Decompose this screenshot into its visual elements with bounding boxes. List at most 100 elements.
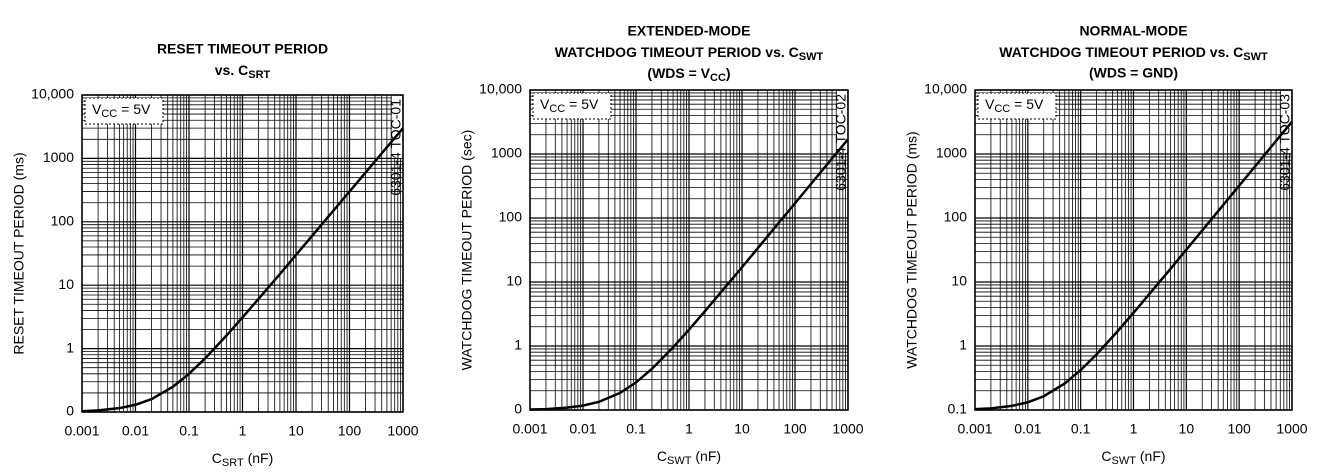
y-tick-label: 10 xyxy=(58,276,74,292)
subscript: CC xyxy=(549,103,565,115)
figure-id: 6301-4 TOC-02 xyxy=(833,94,849,191)
figure-id: 6301-4 TOC-01 xyxy=(388,99,404,196)
plot-frame xyxy=(529,89,849,411)
text-part: V xyxy=(540,96,550,112)
x-tick-label: 0.1 xyxy=(626,421,646,437)
figure-id-bg xyxy=(392,96,402,158)
annotation: VCC = 5V xyxy=(540,96,599,115)
text-part: vs. C xyxy=(215,62,248,78)
x-tick-label: 100 xyxy=(783,421,807,437)
y-tick-label: 100 xyxy=(499,209,523,225)
text-part: (nF) xyxy=(1136,448,1166,464)
chart-title: NORMAL-MODE xyxy=(1079,23,1187,39)
text-part: (nF) xyxy=(692,448,722,464)
x-tick-label: 0.1 xyxy=(179,423,199,439)
y-tick-label: 1000 xyxy=(491,145,522,161)
subscript: CC xyxy=(710,72,726,84)
text-part: = 5V xyxy=(1010,96,1044,112)
y-axis-label: WATCHDOG TIMEOUT PERIOD (sec) xyxy=(459,130,475,371)
chart-title: (WDS = VCC) xyxy=(647,65,730,84)
text-part: C xyxy=(1101,448,1111,464)
figure-id-bg xyxy=(837,91,847,153)
y-tick-label: 10,000 xyxy=(31,86,74,102)
annotation: VCC = 5V xyxy=(92,101,151,120)
y-tick-label: 10 xyxy=(951,273,967,289)
x-tick-label: 0.1 xyxy=(1071,421,1091,437)
x-axis-label: CSWT (nF) xyxy=(657,448,721,467)
subscript: SRT xyxy=(248,69,270,81)
x-tick-label: 10 xyxy=(288,423,304,439)
y-tick-label: 1000 xyxy=(43,149,74,165)
text-part: C xyxy=(212,450,222,466)
x-tick-label: 10 xyxy=(1179,421,1195,437)
x-tick-label: 1000 xyxy=(387,423,418,439)
chart-title: (WDS = GND) xyxy=(1089,65,1178,81)
annotation-box xyxy=(84,97,164,125)
text-part: WATCHDOG TIMEOUT PERIOD vs. C xyxy=(999,44,1243,60)
y-tick-label: 10 xyxy=(506,273,522,289)
annotation: VCC = 5V xyxy=(985,96,1044,115)
text-part: (WDS = V xyxy=(647,65,710,81)
x-tick-label: 0.001 xyxy=(957,421,992,437)
text-part: V xyxy=(92,101,102,117)
x-axis-label: CSWT (nF) xyxy=(1101,448,1165,467)
annotation-box xyxy=(977,92,1057,120)
y-tick-label: 0 xyxy=(514,401,522,417)
y-tick-label: 10,000 xyxy=(479,81,522,97)
x-tick-label: 0.001 xyxy=(512,421,547,437)
x-tick-label: 0.01 xyxy=(569,421,596,437)
plot-frame xyxy=(81,94,404,413)
x-tick-label: 100 xyxy=(338,423,362,439)
text-part: C xyxy=(657,448,667,464)
subscript: SWT xyxy=(667,455,692,467)
y-tick-label: 100 xyxy=(944,209,968,225)
curve xyxy=(974,120,1293,411)
y-tick-label: 1 xyxy=(66,339,74,355)
text-part: V xyxy=(985,96,995,112)
y-tick-label: 0.1 xyxy=(948,401,968,417)
y-tick-label: 1 xyxy=(959,337,967,353)
figure-id: 6301-4 TOC-03 xyxy=(1277,94,1293,191)
curve xyxy=(529,138,849,411)
x-tick-label: 10 xyxy=(734,421,750,437)
y-tick-label: 100 xyxy=(51,213,75,229)
x-tick-label: 0.01 xyxy=(122,423,149,439)
text-part: ) xyxy=(726,65,731,81)
text-part: = 5V xyxy=(565,96,599,112)
chart-title: WATCHDOG TIMEOUT PERIOD vs. CSWT xyxy=(555,44,824,63)
x-tick-label: 1000 xyxy=(832,421,863,437)
y-axis-label: WATCHDOG TIMEOUT PERIOD (ms) xyxy=(904,131,920,368)
figure-id-bg xyxy=(1281,91,1291,153)
annotation-box xyxy=(532,92,612,120)
subscript: CC xyxy=(101,108,117,120)
x-tick-label: 1000 xyxy=(1276,421,1307,437)
text-part: WATCHDOG TIMEOUT PERIOD vs. C xyxy=(555,44,799,60)
y-tick-label: 1 xyxy=(514,337,522,353)
subscript: SWT xyxy=(1243,51,1268,63)
chart: NORMAL-MODE WATCHDOG TIMEOUT PERIOD vs. C… xyxy=(904,23,1308,467)
curve xyxy=(81,127,404,413)
chart: EXTENDED-MODE WATCHDOG TIMEOUT PERIOD vs.… xyxy=(459,23,864,467)
x-tick-label: 0.001 xyxy=(64,423,99,439)
chart-title: EXTENDED-MODE xyxy=(628,23,751,39)
y-axis-label: RESET TIMEOUT PERIOD (ms) xyxy=(11,152,27,354)
chart-title: WATCHDOG TIMEOUT PERIOD vs. CSWT xyxy=(999,44,1268,63)
x-axis-label: CSRT (nF) xyxy=(212,450,274,469)
subscript: SWT xyxy=(1112,455,1137,467)
subscript: SWT xyxy=(799,51,824,63)
x-tick-label: 1 xyxy=(239,423,247,439)
x-tick-label: 100 xyxy=(1227,421,1251,437)
plot-frame xyxy=(974,89,1293,411)
text-part: (nF) xyxy=(244,450,274,466)
subscript: CC xyxy=(994,103,1010,115)
chart-title: RESET TIMEOUT PERIOD xyxy=(157,41,328,57)
y-tick-label: 0 xyxy=(66,403,74,419)
chart-title: vs. CSRT xyxy=(215,62,271,81)
text-part: = 5V xyxy=(117,101,151,117)
x-tick-label: 1 xyxy=(685,421,693,437)
y-tick-label: 10,000 xyxy=(924,81,967,97)
x-tick-label: 0.01 xyxy=(1014,421,1041,437)
y-tick-label: 1000 xyxy=(936,145,967,161)
subscript: SRT xyxy=(222,457,244,469)
